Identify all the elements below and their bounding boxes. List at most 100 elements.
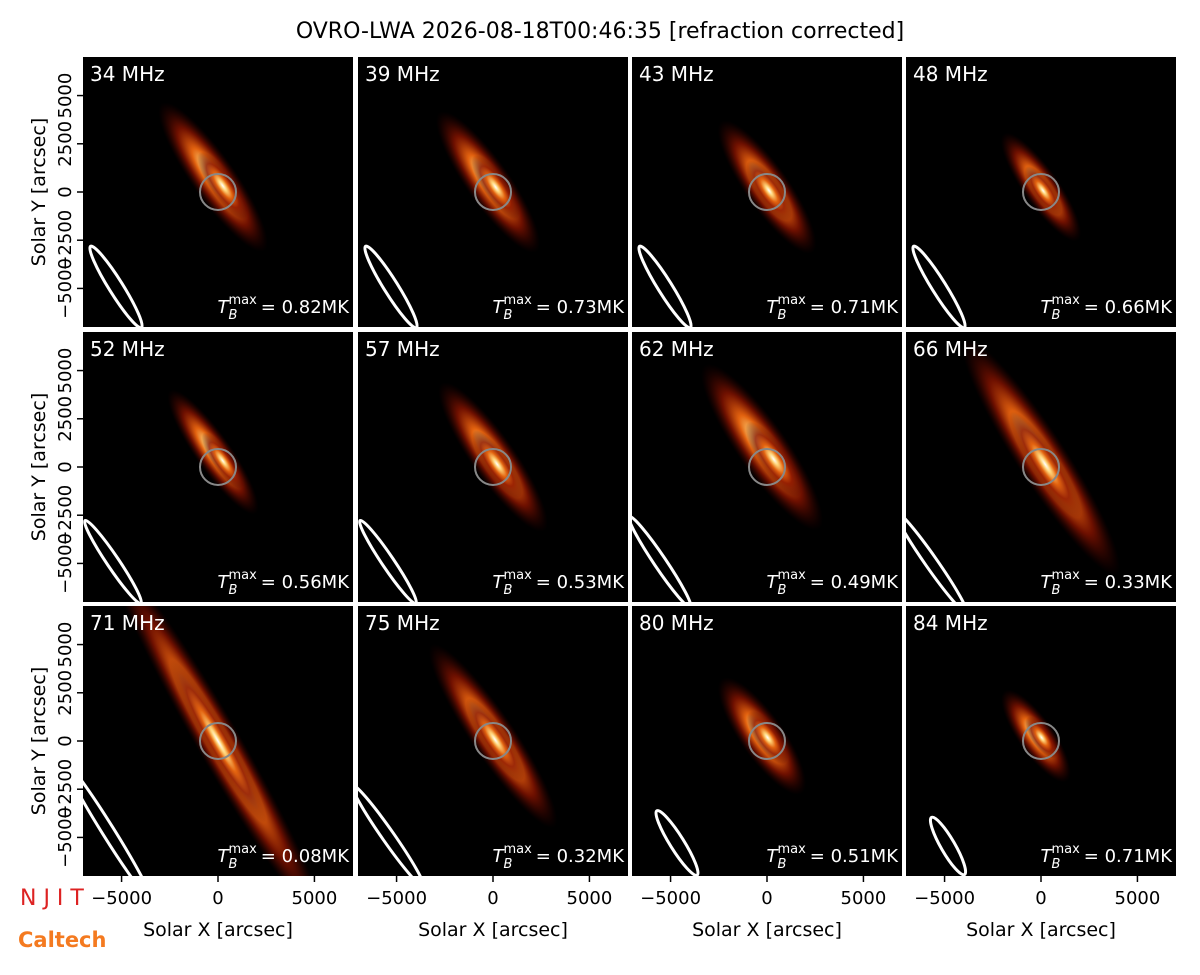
y-tick-label: 5000 [55, 622, 76, 668]
tb-symbol: T [493, 572, 506, 593]
y-axis-label: Solar Y [arcsec] [28, 118, 50, 266]
beam [83, 759, 154, 876]
tb-sub: B [778, 308, 787, 323]
panel [358, 332, 628, 602]
x-tick-label: −5000 [91, 888, 152, 909]
tb-value: = 0.08MK [261, 846, 350, 867]
tb-sub: B [229, 308, 238, 323]
emission-core [1024, 165, 1062, 216]
beam [654, 809, 700, 876]
tb-sup: max [1051, 842, 1080, 857]
y-axis-label: Solar Y [arcsec] [28, 667, 50, 815]
tb-max-annotation: TBmax = 0.71MK [767, 293, 900, 323]
tb-sub: B [1052, 308, 1061, 323]
tb-max-annotation: TBmax = 0.51MK [767, 842, 900, 872]
y-tick-label: 0 [55, 186, 76, 197]
beam [358, 518, 418, 602]
y-tick-label: 2500 [55, 396, 76, 442]
y-tick-label: −2500 [55, 210, 76, 271]
figure-title: OVRO-LWA 2026-08-18T00:46:35 [refraction… [296, 19, 904, 44]
y-tick-label: 0 [55, 735, 76, 746]
y-tick-label: −2500 [55, 485, 76, 546]
tb-sub: B [229, 857, 238, 872]
tb-value: = 0.32MK [536, 846, 625, 867]
x-tick-label: 5000 [1115, 888, 1161, 909]
tb-sup: max [1051, 568, 1080, 583]
tb-sub: B [504, 583, 513, 598]
tb-sub: B [229, 583, 238, 598]
x-tick-label: 0 [761, 888, 772, 909]
x-tick-label: 5000 [292, 888, 338, 909]
emission-core [1008, 410, 1082, 518]
tb-symbol: T [1041, 297, 1054, 318]
beam [911, 244, 967, 327]
tb-sup: max [777, 842, 806, 857]
y-axis-label: Solar Y [arcsec] [28, 393, 50, 541]
tb-value: = 0.53MK [536, 572, 625, 593]
solar-disk [474, 722, 512, 760]
tb-sup: max [777, 293, 806, 308]
panel [632, 606, 902, 876]
y-tick-label: 2500 [55, 121, 76, 167]
panel [906, 606, 1176, 876]
panel-title: 75 MHz [365, 611, 440, 635]
panel-title: 57 MHz [365, 337, 440, 361]
tb-max-annotation: TBmax = 0.71MK [1041, 842, 1174, 872]
tb-value: = 0.71MK [810, 297, 899, 318]
panel [358, 606, 628, 876]
x-axis-label: Solar X [arcsec] [692, 919, 842, 941]
tb-value: = 0.49MK [810, 572, 899, 593]
solar-disk [1022, 173, 1060, 211]
tb-value: = 0.73MK [536, 297, 625, 318]
tb-symbol: T [767, 846, 780, 867]
panel [906, 57, 1176, 327]
solar-disk [199, 722, 237, 760]
panel-title: 66 MHz [913, 337, 988, 361]
x-tick-label: 5000 [841, 888, 887, 909]
tb-sup: max [503, 293, 532, 308]
solar-disk [474, 448, 512, 486]
x-tick-label: −5000 [366, 888, 427, 909]
emission-core [471, 430, 523, 499]
logo-njit: N J I T [20, 886, 84, 911]
emission-core [197, 151, 248, 220]
tb-sub: B [1052, 857, 1061, 872]
tb-symbol: T [218, 572, 231, 593]
tb-max-annotation: TBmax = 0.49MK [767, 568, 900, 598]
tb-sup: max [503, 842, 532, 857]
tb-max-annotation: TBmax = 0.33MK [1041, 568, 1174, 598]
beam [83, 518, 143, 602]
tb-sup: max [228, 842, 257, 857]
logo-caltech: Caltech [18, 928, 106, 952]
x-tick-label: 5000 [567, 888, 613, 909]
y-tick-label: 5000 [55, 348, 76, 394]
tb-value: = 0.82MK [261, 297, 350, 318]
panel [632, 57, 902, 327]
panel-title: 52 MHz [90, 337, 165, 361]
panel-title: 48 MHz [913, 62, 988, 86]
tb-sup: max [228, 293, 257, 308]
panel [632, 332, 902, 602]
tb-symbol: T [493, 846, 506, 867]
x-tick-label: −5000 [914, 888, 975, 909]
y-tick-label: −5000 [55, 807, 76, 868]
tb-max-annotation: TBmax = 0.08MK [218, 842, 351, 872]
tb-max-annotation: TBmax = 0.53MK [493, 568, 626, 598]
solar-disk [748, 448, 786, 486]
x-tick-label: 0 [487, 888, 498, 909]
tb-symbol: T [1041, 846, 1054, 867]
tb-sub: B [504, 308, 513, 323]
beam [363, 244, 419, 327]
emission-core [745, 421, 802, 497]
emission-core [465, 698, 525, 782]
panel [83, 57, 353, 327]
panel [83, 332, 353, 602]
panel-title: 34 MHz [90, 62, 165, 86]
tb-sub: B [1052, 583, 1061, 598]
tb-value: = 0.56MK [261, 572, 350, 593]
panel [906, 332, 1176, 602]
y-tick-label: 0 [55, 461, 76, 472]
beam [928, 815, 968, 876]
solar-disk [1022, 722, 1060, 760]
solar-disk [199, 173, 237, 211]
